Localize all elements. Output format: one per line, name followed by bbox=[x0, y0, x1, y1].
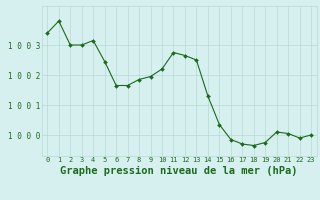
X-axis label: Graphe pression niveau de la mer (hPa): Graphe pression niveau de la mer (hPa) bbox=[60, 166, 298, 176]
